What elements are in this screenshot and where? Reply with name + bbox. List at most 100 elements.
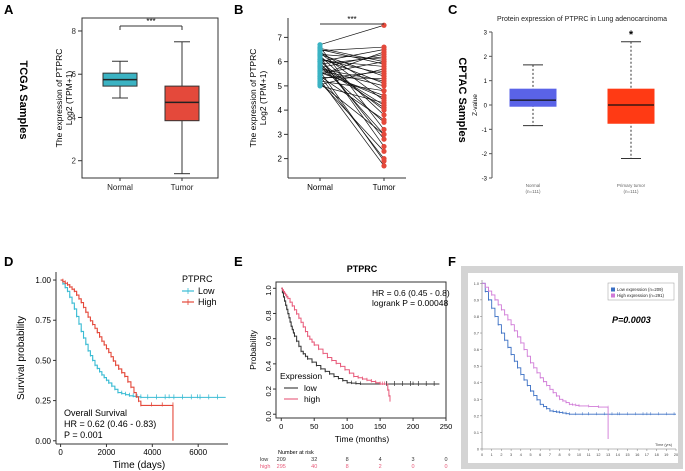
annotation-line: logrank P = 0.00048 — [372, 298, 448, 308]
legend-title: PTPRC — [182, 274, 213, 284]
y-axis-label: The expression of PTPRC — [54, 49, 64, 148]
y-tick-label: 4 — [278, 106, 283, 115]
x-axis-label: Time (yrs) — [655, 443, 673, 447]
tumor-point — [381, 22, 387, 28]
y-tick-label: 5 — [278, 82, 283, 91]
legend-label: High — [198, 297, 217, 307]
tumor-point — [381, 92, 387, 99]
normal-point — [317, 63, 323, 70]
x-tick-label: Normal — [307, 183, 333, 192]
significance-label: * — [629, 29, 634, 41]
legend-swatch — [611, 293, 615, 298]
x-tick-label: 6 — [539, 453, 541, 457]
normal-point — [317, 45, 323, 51]
pair-line — [319, 49, 385, 65]
tumor-point — [381, 66, 387, 72]
y-tick-label: 0.9 — [474, 298, 479, 302]
tumor-point — [381, 112, 387, 118]
pair-line — [319, 72, 385, 96]
significance-label: *** — [146, 17, 155, 26]
x-tick-label: 50 — [310, 422, 318, 431]
y-tick-label: 0.6 — [474, 348, 479, 352]
x-tick-label: 6000 — [189, 448, 207, 457]
x-axis-label: Time (days) — [113, 460, 165, 471]
risk-value: 209 — [277, 457, 286, 463]
y-tick-label: 3 — [484, 31, 488, 37]
x-tick-label: 1 — [491, 453, 493, 457]
panel-letter-c: C — [448, 2, 458, 17]
pair-line — [319, 47, 385, 62]
x-tick-label: 12 — [596, 453, 600, 457]
y-axis-label: Survival probability — [16, 316, 27, 400]
x-tick-label: Tumor — [373, 183, 396, 192]
y-tick-label: 3 — [278, 130, 283, 139]
risk-value: 8 — [346, 464, 349, 470]
tumor-point — [381, 143, 387, 150]
y-axis-label-unit: Log2 (TPM+1) — [258, 71, 268, 126]
x-tick-label: 0 — [481, 453, 483, 457]
x-tick-label: 7 — [549, 453, 551, 457]
x-tick-label: 19 — [664, 453, 668, 457]
y-tick-label: 1.00 — [35, 276, 51, 285]
x-tick-label: 14 — [616, 453, 620, 457]
y-tick-label: 0.25 — [35, 397, 51, 406]
sample-size-label: (n=111) — [624, 189, 639, 194]
y-tick-label: 0.6 — [264, 336, 273, 346]
risk-value: 2 — [379, 464, 382, 470]
pair-line — [319, 82, 385, 152]
x-tick-label: 13 — [606, 453, 610, 457]
x-tick-label: 2000 — [98, 448, 116, 457]
pair-line — [319, 61, 385, 111]
y-tick-label: 8 — [72, 27, 77, 36]
x-tick-label: 11 — [587, 453, 591, 457]
panel-c-boxplot: Protein expression of PTPRC in Lung aden… — [472, 16, 667, 194]
tumor-point — [381, 148, 387, 154]
risk-value: 8 — [346, 457, 349, 463]
x-tick-label: 0 — [279, 422, 283, 431]
significance-label: *** — [347, 15, 356, 24]
chart-title: Protein expression of PTPRC in Lung aden… — [497, 16, 667, 23]
pair-line — [319, 54, 385, 77]
risk-table-header: Number at risk — [278, 450, 314, 456]
x-tick-label: 3 — [510, 453, 512, 457]
panel-inner — [468, 273, 678, 463]
legend-label: low — [304, 383, 318, 393]
normal-point — [317, 42, 323, 48]
x-tick-label: 17 — [645, 453, 649, 457]
panel-a-boxplot: 2 4 6 8 Normal Tumor *** The expression of PTPR… — [54, 17, 219, 192]
y-tick-label: 0.50 — [35, 356, 51, 365]
cptac-side-label: CPTAC Samples — [456, 57, 468, 142]
normal-point — [317, 68, 323, 74]
normal-point — [317, 56, 323, 62]
y-tick-label: 4 — [72, 113, 77, 122]
risk-value: 0 — [444, 464, 447, 470]
risk-value: 40 — [311, 464, 317, 470]
y-tick-label: 0.8 — [474, 315, 479, 319]
risk-value: 295 — [277, 464, 286, 470]
y-tick-label: -3 — [482, 177, 488, 183]
panel-letter-f: F — [448, 254, 456, 269]
pair-line — [319, 75, 385, 121]
tumor-point — [381, 73, 387, 79]
x-tick-label: Normal — [526, 183, 541, 188]
annotation-line: Overall Survival — [64, 408, 127, 418]
plot-frame — [275, 281, 447, 419]
pair-line — [319, 51, 385, 92]
panel-letter-a: A — [4, 2, 14, 17]
x-tick-label: 20 — [674, 453, 678, 457]
box-body — [509, 88, 557, 107]
x-tick-label: Tumor — [171, 183, 194, 192]
y-axis-label: The expression of PTPRC — [248, 49, 258, 148]
y-axis-label: Probability — [248, 329, 258, 369]
y-tick-label: 0.2 — [474, 414, 479, 418]
x-tick-label: Normal — [107, 183, 133, 192]
legend-title: Expression — [280, 371, 322, 381]
panel-f-survival-plot: 00.10.20.30.40.50.60.70.80.91.00 1 2 3 4 5 6 7 8… — [461, 266, 683, 469]
pair-line — [319, 62, 385, 135]
x-tick-label: 10 — [577, 453, 581, 457]
x-tick-label: 150 — [374, 422, 387, 431]
x-tick-label: Primary tumor — [617, 183, 646, 188]
x-tick-label: 250 — [440, 422, 453, 431]
y-tick-label: 0.5 — [474, 365, 479, 369]
pair-line — [319, 75, 385, 159]
